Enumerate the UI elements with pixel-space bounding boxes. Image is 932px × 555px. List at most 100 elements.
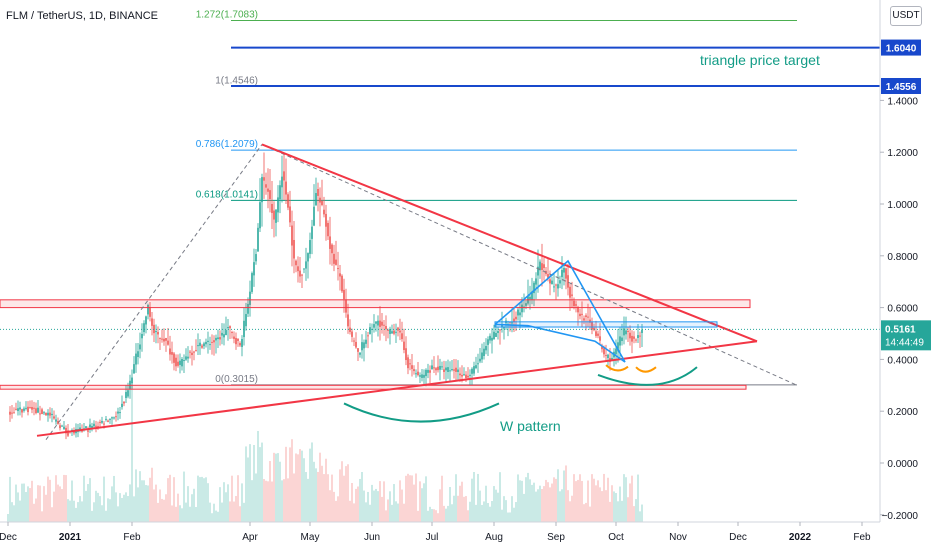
volume-bar <box>493 486 495 522</box>
falling-wedge[interactable] <box>494 259 626 363</box>
volume-bar <box>255 473 257 522</box>
candle-body <box>449 370 451 372</box>
volume-bar <box>307 478 309 522</box>
volume-bar <box>609 501 611 522</box>
candle-body <box>87 430 89 432</box>
time-tick-label: Nov <box>669 532 687 543</box>
candle-body <box>385 326 387 330</box>
candle-body <box>95 425 97 427</box>
volume-bar <box>213 503 215 522</box>
candle-body <box>413 369 415 372</box>
candle-body <box>623 328 625 336</box>
volume-bar <box>193 488 195 522</box>
candle-body <box>305 261 307 269</box>
volume-bar <box>151 467 153 522</box>
candle-body <box>635 339 637 341</box>
volume-bar <box>293 473 295 522</box>
volume-bar <box>277 453 279 522</box>
fib-label: 1.272(1.7083) <box>196 10 258 21</box>
volume-bar <box>131 382 133 522</box>
volume-bar <box>189 506 191 522</box>
candle-body <box>291 225 293 246</box>
volume-bar <box>515 502 517 522</box>
candle-body <box>451 369 453 371</box>
candle-body <box>521 304 523 313</box>
currency-label: USDT <box>892 10 920 21</box>
volume-bar <box>285 446 287 522</box>
candle-body <box>321 201 323 205</box>
volume-bar <box>251 480 253 522</box>
candle-body <box>513 318 515 322</box>
candle-body <box>201 345 203 348</box>
price-badge-label: 1.4556 <box>886 82 917 93</box>
time-axis[interactable] <box>0 522 932 550</box>
candle-body <box>543 264 545 269</box>
volume-bar <box>115 492 117 522</box>
currency-button[interactable]: USDT <box>890 6 922 26</box>
volume-bar <box>417 510 419 522</box>
volume-bar <box>453 495 455 522</box>
candle-body <box>273 210 275 220</box>
volume-bar <box>427 510 429 522</box>
candle-body <box>587 316 589 318</box>
candle-body <box>79 427 81 431</box>
price-tick-label: −0.2000 <box>882 511 919 522</box>
volume-bar <box>457 495 459 522</box>
volume-bar <box>235 496 237 522</box>
volume-bar <box>119 493 121 522</box>
candle-body <box>533 282 535 294</box>
volume-bar <box>351 482 353 522</box>
volume-bar <box>411 475 413 522</box>
volume-bar <box>419 481 421 522</box>
candle-body <box>175 357 177 367</box>
candle-body <box>143 323 145 333</box>
volume-bar <box>39 485 41 522</box>
triangle-upper-line[interactable] <box>261 143 758 343</box>
volume-bar <box>505 500 507 522</box>
candle-body <box>257 227 259 252</box>
candle-body <box>103 423 105 425</box>
price-tick-label: 0.6000 <box>887 304 918 315</box>
volume-bar <box>279 461 281 522</box>
volume-bar <box>227 484 229 522</box>
volume-bar <box>125 492 127 522</box>
candle-body <box>445 367 447 371</box>
support-zone[interactable] <box>0 384 747 390</box>
triangle-lower-line[interactable] <box>36 340 758 437</box>
candle-body <box>271 203 273 213</box>
volume-bar <box>367 491 369 522</box>
candle-body <box>463 374 465 376</box>
resistance-zone[interactable] <box>0 299 751 309</box>
triangle-target-label: triangle price target <box>700 52 820 68</box>
volume-bar <box>469 501 471 522</box>
candle-body <box>19 407 21 410</box>
volume-bar <box>519 480 521 522</box>
candle-body <box>483 348 485 357</box>
volume-bar <box>37 485 39 522</box>
volume-bar <box>109 499 111 522</box>
volume-bar <box>321 465 323 522</box>
candle-body <box>501 325 503 327</box>
volume-bar <box>77 502 79 522</box>
candle-body <box>197 345 199 347</box>
candle-body <box>35 408 37 414</box>
volume-bar <box>153 489 155 522</box>
candle-body <box>65 427 67 434</box>
volume-bar <box>467 510 469 522</box>
volume-bar <box>241 483 243 522</box>
volume-bar <box>425 476 427 522</box>
candle-body <box>391 331 393 334</box>
candle-body <box>475 365 477 369</box>
candle-body <box>279 185 281 200</box>
candle-body <box>173 353 175 363</box>
volume-bar <box>137 487 139 522</box>
volume-bar <box>15 484 17 522</box>
candle-body <box>347 314 349 327</box>
candle-body <box>595 331 597 336</box>
breakout-box[interactable] <box>494 321 718 328</box>
volume-bar <box>177 493 179 522</box>
volume-bar <box>563 470 565 522</box>
volume-bar <box>625 477 627 522</box>
